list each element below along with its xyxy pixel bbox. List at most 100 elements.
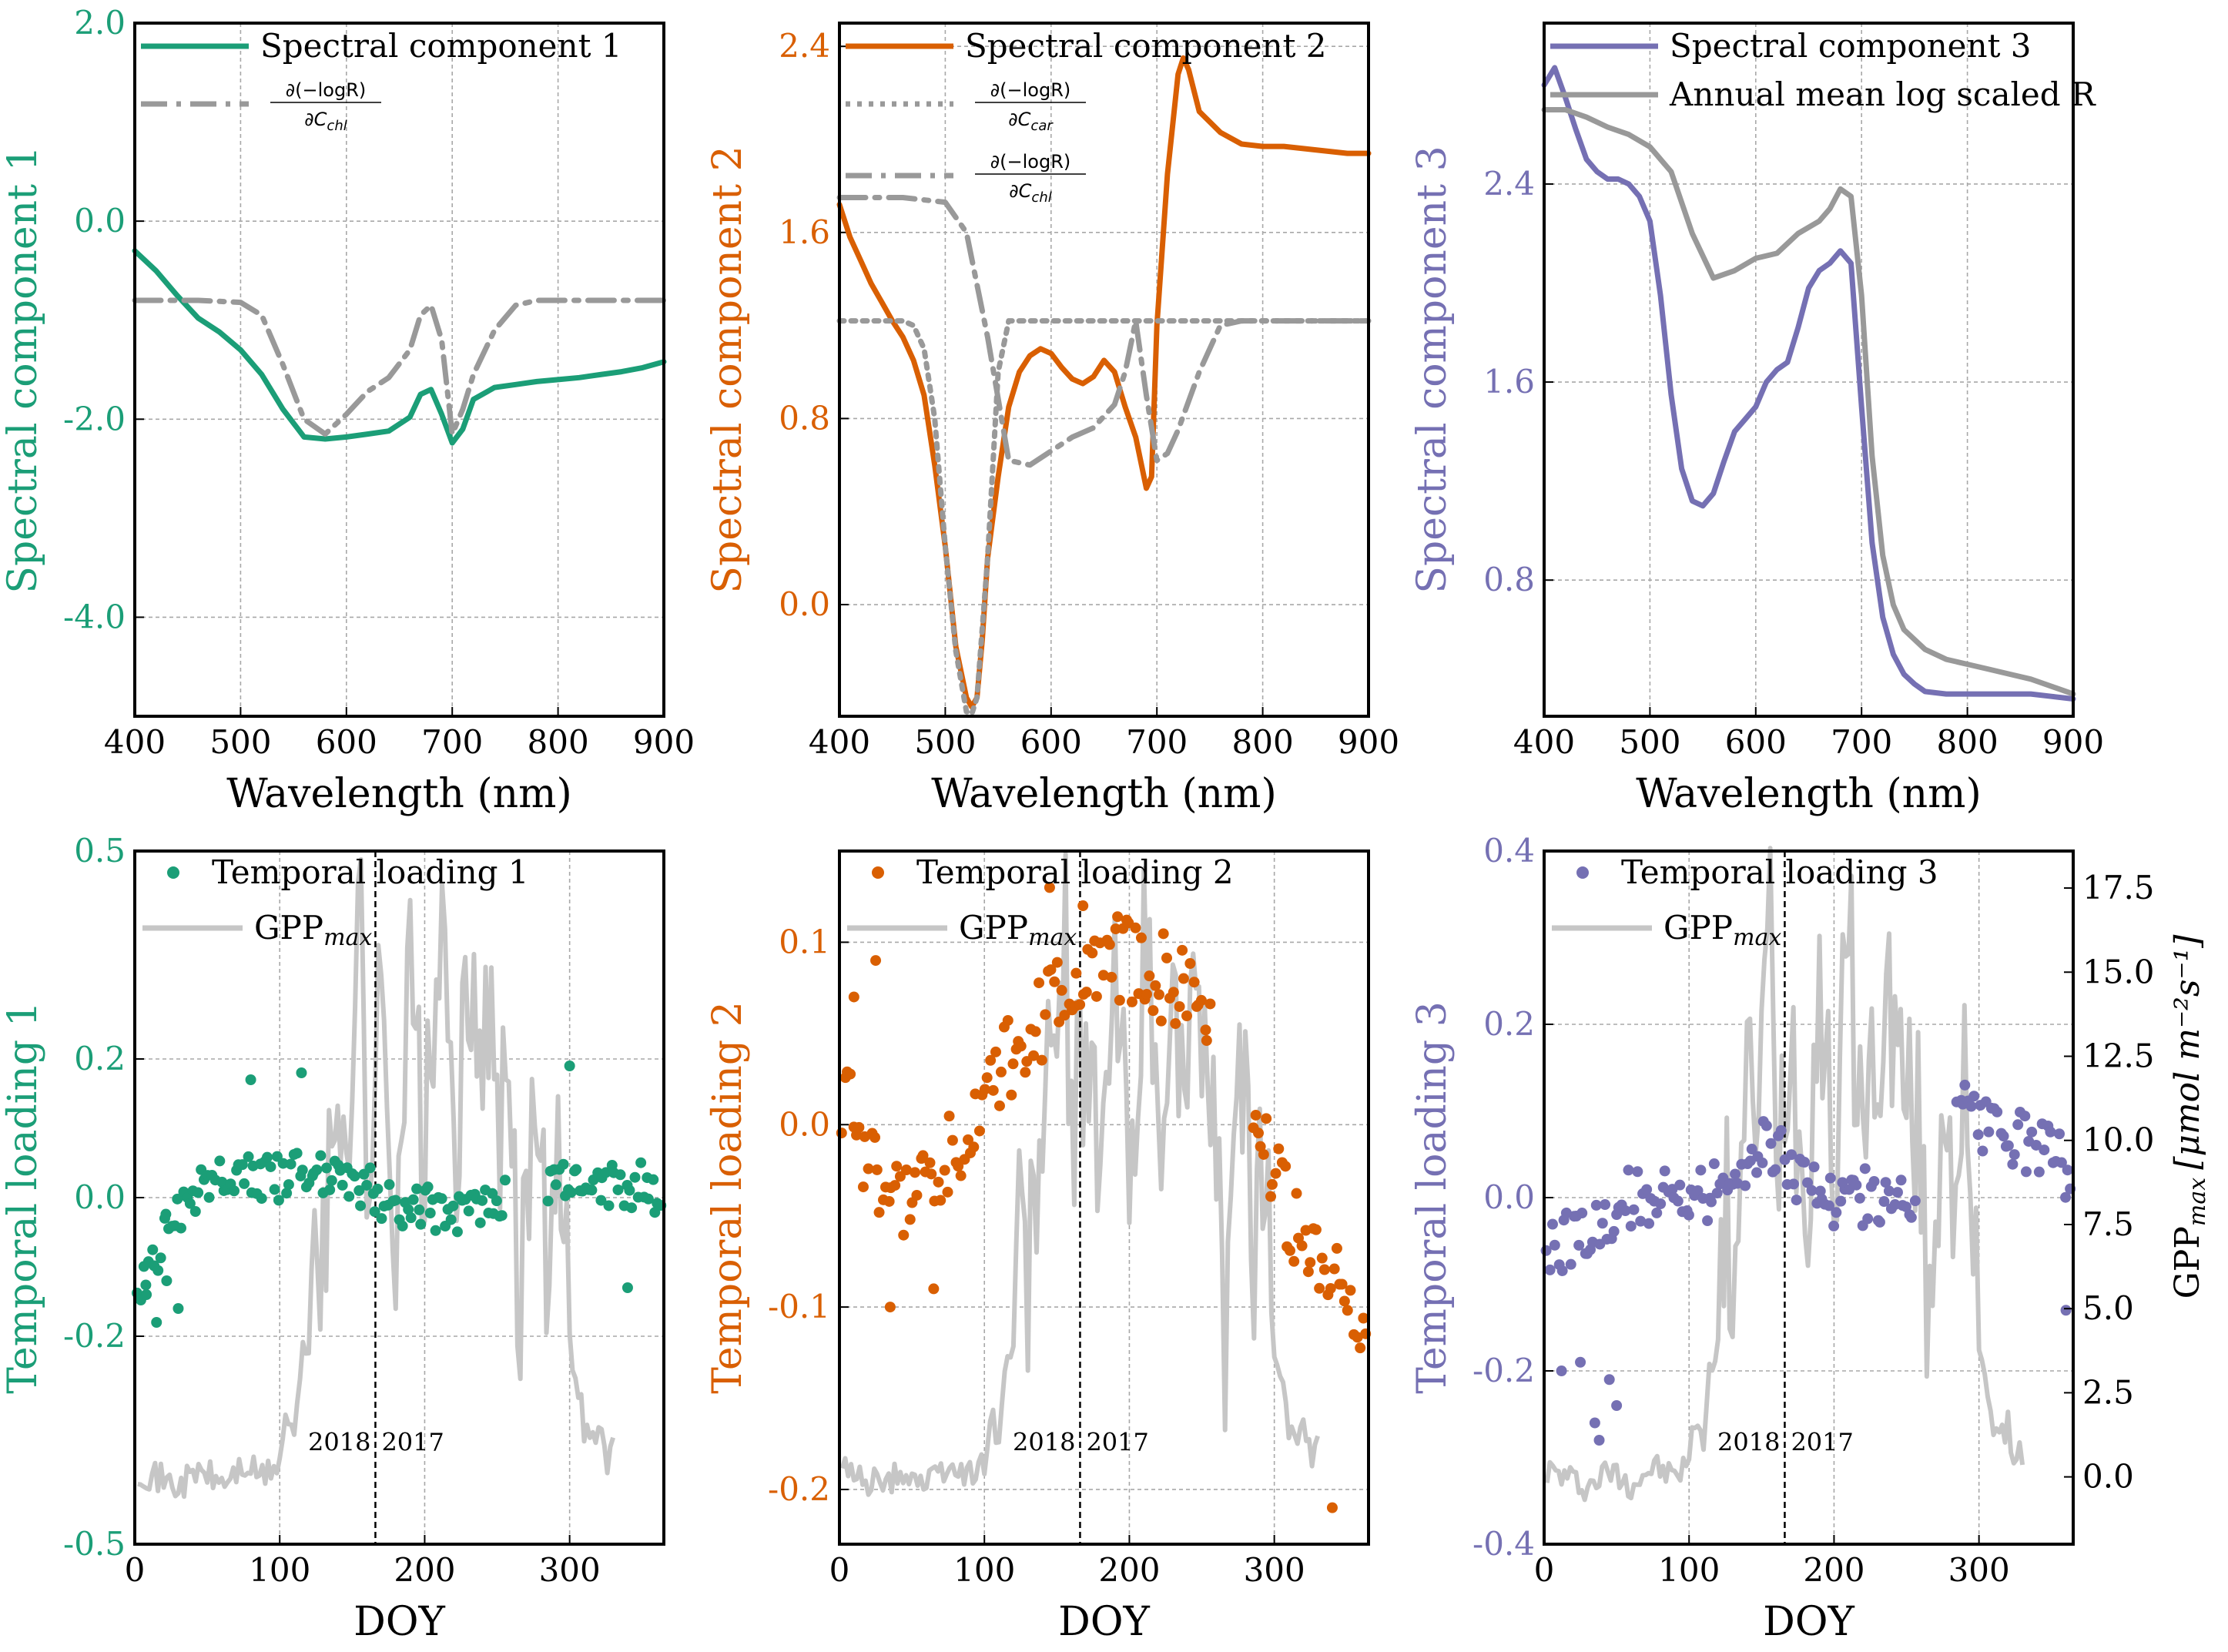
data-point bbox=[1611, 1400, 1623, 1411]
data-point bbox=[883, 1195, 895, 1207]
data-point bbox=[376, 1213, 387, 1225]
data-point bbox=[2007, 1158, 2019, 1170]
data-point bbox=[172, 1193, 183, 1205]
data-point bbox=[349, 1171, 360, 1182]
data-point bbox=[891, 1161, 903, 1172]
data-point bbox=[1141, 988, 1152, 1000]
data-point bbox=[1878, 1196, 1890, 1208]
data-point bbox=[848, 991, 859, 1003]
data-point bbox=[353, 1185, 365, 1196]
legend-label-gpp: GPPmax bbox=[254, 909, 372, 951]
legend-marker-loading bbox=[1576, 866, 1589, 879]
svg-text:GPPmax[μmol m⁻²s⁻¹]: GPPmax [μmol m⁻²s⁻¹] bbox=[2168, 934, 2211, 1299]
data-point bbox=[1040, 1009, 1051, 1020]
data-point bbox=[496, 1210, 508, 1221]
data-point bbox=[1178, 973, 1189, 984]
data-point bbox=[1104, 939, 1115, 950]
data-point bbox=[1859, 1163, 1871, 1174]
data-point bbox=[1808, 1161, 1820, 1173]
data-point bbox=[1672, 1195, 1684, 1207]
data-point bbox=[1126, 996, 1137, 1007]
data-point bbox=[1835, 1195, 1847, 1207]
data-point bbox=[407, 1194, 419, 1205]
data-point bbox=[216, 1176, 228, 1188]
data-point bbox=[1314, 1282, 1325, 1294]
data-point bbox=[857, 1181, 869, 1193]
data-point bbox=[1284, 1245, 1295, 1256]
data-point bbox=[911, 1189, 923, 1201]
data-point bbox=[1972, 1129, 1984, 1141]
data-point bbox=[863, 1163, 874, 1174]
gpp-tick-label: 17.5 bbox=[2082, 869, 2155, 906]
data-point bbox=[1266, 1178, 1278, 1190]
data-point bbox=[871, 1164, 883, 1175]
data-point bbox=[1641, 1184, 1653, 1195]
plot-frame bbox=[1543, 22, 2075, 718]
data-point bbox=[1992, 1106, 2003, 1118]
data-point bbox=[430, 1225, 441, 1236]
data-point bbox=[463, 1205, 474, 1217]
data-point bbox=[1168, 987, 1179, 998]
series-line bbox=[1541, 65, 2076, 702]
year-label-2017: 2017 bbox=[1791, 1428, 1853, 1457]
data-point bbox=[1059, 1010, 1070, 1021]
data-point bbox=[1034, 977, 1045, 989]
data-point bbox=[550, 1179, 561, 1191]
data-point bbox=[1070, 967, 1082, 979]
x-tick-label: 600 bbox=[1020, 723, 1082, 761]
data-point bbox=[1544, 1264, 1556, 1275]
data-point bbox=[445, 1214, 457, 1225]
data-point bbox=[184, 1198, 196, 1209]
data-point bbox=[1020, 1067, 1031, 1078]
year-label-2018: 2018 bbox=[1013, 1428, 1075, 1457]
y-tick-label: 2.0 bbox=[74, 4, 126, 42]
data-point bbox=[1170, 1018, 1181, 1030]
y-tick-label: 1.6 bbox=[1483, 363, 1535, 400]
data-point bbox=[1328, 1263, 1340, 1275]
data-point bbox=[372, 1183, 384, 1195]
panel-spectral-1: 400 500 600 700 800 900 -4.0 -2.0 0.0 2.0 Waveleng… bbox=[0, 4, 695, 817]
data-point bbox=[1711, 1188, 1723, 1199]
x-tick-label: 400 bbox=[809, 723, 870, 761]
data-point bbox=[161, 1275, 173, 1286]
data-point bbox=[411, 1183, 423, 1195]
data-point bbox=[361, 1179, 373, 1191]
data-point bbox=[1355, 1342, 1366, 1354]
data-point bbox=[1188, 977, 1200, 988]
data-point bbox=[586, 1185, 598, 1196]
data-point bbox=[1977, 1145, 1988, 1157]
gpp-tick-label: 2.5 bbox=[2082, 1373, 2134, 1411]
series-line bbox=[1541, 107, 2076, 697]
data-point bbox=[542, 1195, 554, 1207]
x-tick-label: 400 bbox=[104, 723, 166, 761]
data-point bbox=[2002, 1140, 2014, 1151]
data-point bbox=[1091, 990, 1102, 1002]
x-tick-label: 0 bbox=[829, 1551, 850, 1589]
data-point bbox=[1589, 1417, 1600, 1429]
data-point bbox=[1625, 1221, 1637, 1232]
data-point bbox=[273, 1195, 284, 1206]
data-point bbox=[1575, 1356, 1586, 1368]
data-point bbox=[405, 1212, 417, 1224]
x-tick-label: 200 bbox=[1803, 1551, 1864, 1589]
x-axis-label: Wavelength (nm) bbox=[1636, 771, 1982, 817]
data-point bbox=[853, 1121, 865, 1133]
data-point bbox=[1253, 1128, 1265, 1139]
data-point bbox=[1883, 1185, 1895, 1197]
data-point bbox=[141, 1289, 152, 1300]
data-point bbox=[2062, 1164, 2073, 1176]
data-point bbox=[1549, 1239, 1560, 1251]
y-axis-label: Spectral component 3 bbox=[1409, 146, 1456, 593]
y-tick-label: 0.0 bbox=[74, 1178, 126, 1216]
data-point bbox=[928, 1283, 940, 1295]
data-point bbox=[1155, 1015, 1167, 1027]
data-point bbox=[1291, 1188, 1302, 1199]
data-point bbox=[1051, 957, 1063, 968]
data-point bbox=[1765, 1138, 1777, 1149]
data-point bbox=[2020, 1166, 2032, 1178]
data-point bbox=[364, 1162, 376, 1174]
data-point bbox=[1250, 1109, 1261, 1121]
scatter-points bbox=[131, 1061, 667, 1328]
y-tick-label: 0.2 bbox=[1483, 1005, 1535, 1043]
data-point bbox=[355, 1200, 367, 1211]
